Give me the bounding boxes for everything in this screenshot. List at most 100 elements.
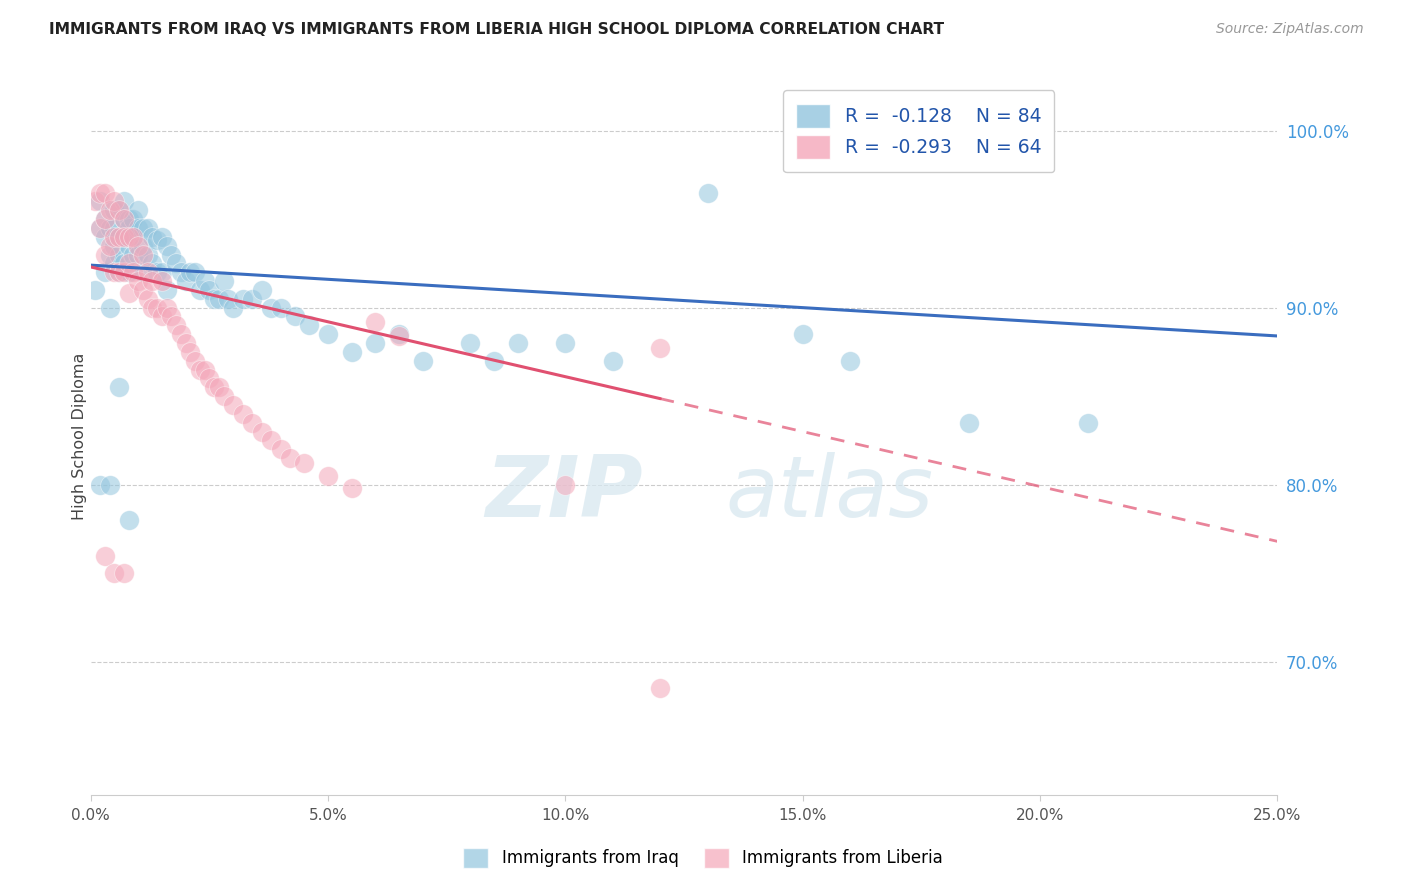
Point [117, 238, 139, 252]
Point [260, 434, 283, 448]
Point [141, 229, 163, 244]
Point [270, 442, 292, 457]
Point [155, 283, 177, 297]
Point [160, 310, 183, 324]
Point [98, 301, 121, 315]
Point [117, 256, 139, 270]
Point [112, 212, 135, 227]
Point [554, 477, 576, 491]
Point [202, 380, 225, 394]
Point [150, 229, 173, 244]
Point [108, 265, 131, 279]
Point [146, 265, 169, 279]
Point [388, 327, 411, 342]
Point [193, 274, 215, 288]
Point [103, 194, 125, 209]
Point [208, 380, 231, 394]
Point [602, 353, 624, 368]
Point [112, 229, 135, 244]
Point [89, 221, 111, 235]
Point [250, 425, 273, 439]
Point [170, 327, 193, 342]
Point [957, 416, 980, 430]
Point [202, 292, 225, 306]
Point [179, 265, 201, 279]
Point [231, 407, 253, 421]
Point [89, 194, 111, 209]
Point [122, 212, 145, 227]
Point [136, 265, 159, 279]
Point [340, 481, 363, 495]
Point [112, 212, 135, 227]
Point [136, 247, 159, 261]
Point [127, 274, 149, 288]
Point [94, 549, 117, 563]
Point [188, 362, 211, 376]
Point [212, 389, 235, 403]
Text: Source: ZipAtlas.com: Source: ZipAtlas.com [1216, 22, 1364, 37]
Point [141, 301, 163, 315]
Point [506, 336, 529, 351]
Point [165, 256, 187, 270]
Point [122, 265, 145, 279]
Point [122, 247, 145, 261]
Point [108, 229, 131, 244]
Point [198, 283, 221, 297]
Point [284, 310, 307, 324]
Point [117, 229, 139, 244]
Point [150, 310, 173, 324]
Point [412, 353, 434, 368]
Point [103, 229, 125, 244]
Point [84, 283, 107, 297]
Point [112, 566, 135, 581]
Point [89, 477, 111, 491]
Point [84, 194, 107, 209]
Point [136, 221, 159, 235]
Point [155, 238, 177, 252]
Point [188, 283, 211, 297]
Point [94, 229, 117, 244]
Point [117, 513, 139, 527]
Point [174, 336, 197, 351]
Point [132, 221, 155, 235]
Point [212, 274, 235, 288]
Point [112, 194, 135, 209]
Point [132, 283, 155, 297]
Point [155, 301, 177, 315]
Point [222, 301, 245, 315]
Text: ZIP: ZIP [485, 452, 643, 535]
Point [108, 265, 131, 279]
Point [217, 292, 239, 306]
Point [94, 186, 117, 200]
Point [132, 238, 155, 252]
Legend: R =  -0.128    N = 84, R =  -0.293    N = 64: R = -0.128 N = 84, R = -0.293 N = 64 [783, 90, 1054, 172]
Point [364, 315, 387, 329]
Point [292, 457, 315, 471]
Point [108, 247, 131, 261]
Point [89, 186, 111, 200]
Point [98, 477, 121, 491]
Point [231, 292, 253, 306]
Point [98, 221, 121, 235]
Point [98, 238, 121, 252]
Point [94, 247, 117, 261]
Point [240, 292, 263, 306]
Point [554, 336, 576, 351]
Legend: Immigrants from Iraq, Immigrants from Liberia: Immigrants from Iraq, Immigrants from Li… [457, 841, 949, 875]
Point [112, 265, 135, 279]
Point [94, 212, 117, 227]
Point [839, 353, 862, 368]
Point [112, 256, 135, 270]
Point [146, 301, 169, 315]
Point [103, 265, 125, 279]
Point [94, 265, 117, 279]
Point [94, 212, 117, 227]
Point [316, 468, 339, 483]
Point [127, 203, 149, 218]
Point [117, 212, 139, 227]
Point [240, 416, 263, 430]
Point [89, 221, 111, 235]
Point [208, 292, 231, 306]
Point [270, 301, 292, 315]
Point [117, 265, 139, 279]
